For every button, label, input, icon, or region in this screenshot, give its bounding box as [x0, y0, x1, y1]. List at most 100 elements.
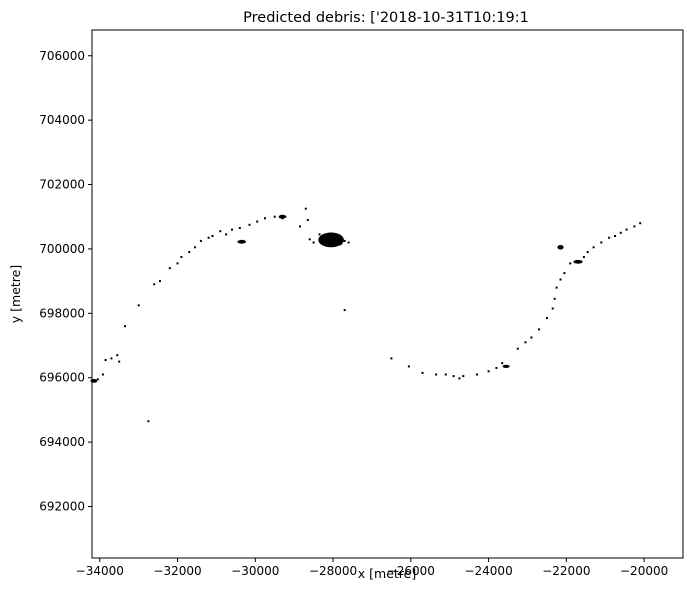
debris-point — [343, 309, 346, 312]
x-tick-label: −30000 — [231, 564, 279, 578]
debris-point — [458, 377, 461, 380]
debris-point — [147, 420, 150, 423]
debris-cluster — [237, 239, 246, 244]
debris-point — [551, 307, 554, 310]
y-tick-label: 692000 — [39, 499, 85, 513]
debris-point — [608, 236, 611, 239]
debris-point — [238, 227, 241, 229]
debris-point — [306, 219, 309, 221]
debris-point — [633, 225, 636, 228]
debris-point — [219, 230, 222, 233]
debris-point — [304, 207, 307, 210]
debris-point — [159, 280, 161, 283]
debris-cluster — [318, 232, 344, 248]
debris-point — [343, 239, 346, 242]
debris-point — [435, 373, 438, 376]
x-tick-label: −26000 — [387, 564, 435, 578]
debris-point — [487, 370, 490, 373]
debris-point — [248, 223, 251, 226]
x-tick-label: −22000 — [542, 564, 590, 578]
debris-point — [211, 235, 214, 237]
debris-point — [264, 217, 266, 220]
y-tick-label: 696000 — [39, 371, 85, 385]
debris-cluster — [573, 259, 583, 264]
debris-point — [116, 354, 119, 357]
debris-cluster — [278, 214, 287, 219]
debris-point — [421, 371, 424, 374]
y-tick-label: 698000 — [39, 306, 85, 320]
debris-point — [318, 233, 321, 236]
debris-point — [299, 225, 301, 228]
debris-point — [501, 362, 504, 365]
x-axis: −34000 −32000 −30000 −28000 −26000 −24000 −220… — [76, 558, 668, 578]
debris-point — [625, 228, 628, 231]
debris-point — [569, 262, 572, 265]
debris-point — [118, 360, 121, 363]
debris-point — [592, 246, 595, 249]
debris-point — [475, 373, 478, 376]
debris-point — [555, 286, 558, 289]
debris-point — [619, 231, 622, 234]
x-axis-label: x [metre] — [358, 566, 416, 581]
debris-point — [530, 336, 533, 339]
y-tick-label: 694000 — [39, 435, 85, 449]
debris-point — [312, 241, 315, 244]
debris-point — [188, 251, 191, 254]
debris-point — [124, 325, 126, 328]
debris-point — [495, 367, 498, 369]
debris-point — [153, 283, 156, 286]
x-tick-label: −32000 — [153, 564, 201, 578]
debris-point — [563, 272, 566, 275]
chart-title: Predicted debris: ['2018-10-31T10:19:1 — [243, 10, 529, 26]
debris-point — [273, 215, 276, 218]
debris-point — [639, 222, 642, 225]
debris-point — [524, 341, 527, 344]
plot-frame — [91, 29, 684, 559]
debris-point — [199, 239, 202, 242]
x-tick-label: −28000 — [309, 564, 357, 578]
debris-point — [110, 357, 113, 360]
x-tick-label: −24000 — [464, 564, 512, 578]
debris-point — [180, 256, 183, 258]
y-tick-label: 700000 — [39, 242, 85, 256]
debris-point — [559, 278, 562, 281]
debris-point — [256, 220, 259, 223]
y-tick-label: 706000 — [39, 49, 85, 63]
debris-point — [308, 238, 311, 241]
debris-point — [231, 228, 233, 231]
debris-point — [225, 233, 228, 236]
y-tick-label: 704000 — [39, 113, 85, 127]
debris-point — [96, 378, 99, 381]
debris-point — [207, 236, 210, 239]
y-axis-label: y [metre] — [8, 265, 23, 323]
debris-point — [614, 235, 616, 237]
debris-point — [600, 241, 603, 244]
debris-point — [516, 347, 519, 350]
debris-point — [137, 304, 140, 307]
debris-point — [390, 357, 393, 360]
debris-point — [104, 359, 107, 361]
debris-point — [553, 297, 556, 300]
debris-point — [101, 373, 104, 376]
debris-point — [176, 262, 179, 265]
debris-point — [407, 365, 410, 368]
debris-cluster — [90, 379, 98, 383]
debris-point — [586, 251, 589, 254]
debris-point — [462, 375, 465, 378]
x-tick-label: −34000 — [76, 564, 124, 578]
debris-point — [582, 256, 585, 258]
debris-point — [194, 246, 196, 249]
debris-marks — [90, 207, 642, 423]
y-tick-label: 702000 — [39, 178, 85, 192]
debris-cluster — [557, 245, 564, 250]
debris-cluster — [502, 364, 510, 368]
debris-point — [545, 317, 548, 320]
debris-point — [452, 375, 455, 378]
debris-point — [444, 373, 447, 376]
debris-point — [347, 241, 350, 244]
debris-point — [538, 328, 541, 331]
debris-point — [168, 267, 171, 270]
x-tick-label: −20000 — [620, 564, 668, 578]
